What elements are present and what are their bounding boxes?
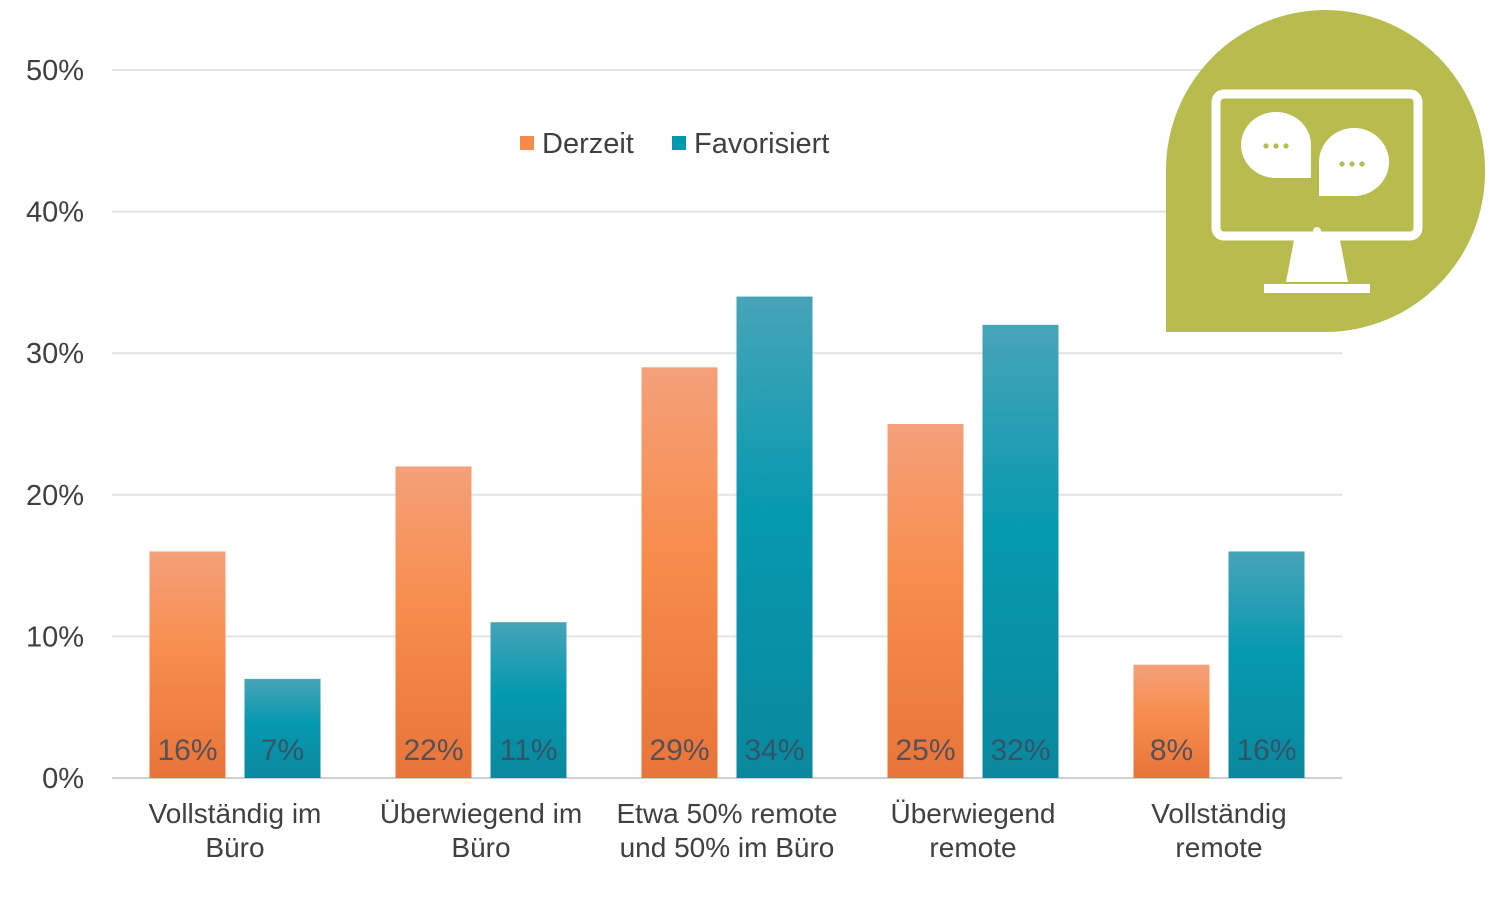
category-label: Überwiegend im bbox=[380, 798, 582, 829]
category-label: Vollständig im bbox=[149, 798, 322, 829]
bar-favorisiert-5 bbox=[1228, 551, 1305, 778]
data-label: 16% bbox=[157, 734, 217, 767]
y-tick-label: 40% bbox=[26, 197, 84, 229]
category-label: Büro bbox=[205, 832, 264, 863]
y-tick-label: 0% bbox=[42, 763, 84, 795]
data-label: 34% bbox=[744, 734, 804, 767]
category-label: remote bbox=[929, 832, 1016, 863]
bar-favorisiert-1 bbox=[244, 678, 321, 778]
legend-label-favorisiert: Favorisiert bbox=[694, 128, 829, 160]
data-label: 8% bbox=[1150, 734, 1193, 767]
category-label: remote bbox=[1175, 832, 1262, 863]
bar-favorisiert-3 bbox=[736, 296, 813, 778]
category-label: und 50% im Büro bbox=[620, 832, 835, 863]
category-label: Vollständig bbox=[1151, 798, 1286, 829]
bar-favorisiert-4 bbox=[982, 324, 1059, 778]
y-tick-label: 30% bbox=[26, 338, 84, 370]
data-labels: 16% 7% 22% 11% 29% 34% 25% 32% 8% 16% bbox=[157, 734, 1296, 767]
monitor-power-dot bbox=[1313, 227, 1321, 235]
bar-derzeit-2 bbox=[395, 466, 472, 778]
y-tick-label: 50% bbox=[26, 55, 84, 87]
data-label: 7% bbox=[261, 734, 304, 767]
data-label: 22% bbox=[403, 734, 463, 767]
y-tick-label: 20% bbox=[26, 480, 84, 512]
legend: Derzeit Favorisiert bbox=[520, 128, 829, 160]
category-label: Etwa 50% remote bbox=[617, 798, 838, 829]
data-label: 25% bbox=[895, 734, 955, 767]
monitor-stand bbox=[1286, 240, 1348, 282]
monitor-chat-icon bbox=[1166, 10, 1486, 332]
legend-swatch-favorisiert bbox=[672, 136, 686, 150]
data-label: 11% bbox=[500, 734, 558, 767]
data-label: 32% bbox=[990, 734, 1050, 767]
bar-derzeit-5 bbox=[1133, 664, 1210, 778]
chat-bubble-right-icon bbox=[1319, 128, 1389, 196]
monitor-screen bbox=[1211, 89, 1423, 241]
bar-derzeit-4 bbox=[887, 424, 964, 778]
bars bbox=[149, 296, 1305, 778]
bar-favorisiert-2 bbox=[490, 622, 567, 778]
legend-swatch-derzeit bbox=[520, 136, 534, 150]
category-label: Büro bbox=[451, 832, 510, 863]
data-label: 16% bbox=[1236, 734, 1296, 767]
y-tick-label: 10% bbox=[26, 621, 84, 653]
monitor-base bbox=[1264, 284, 1370, 293]
y-axis-tick-labels: 0% 10% 20% 30% 40% 50% bbox=[26, 55, 84, 795]
bar-derzeit-3 bbox=[641, 367, 718, 778]
data-label: 29% bbox=[649, 734, 709, 767]
legend-label-derzeit: Derzeit bbox=[542, 128, 634, 160]
category-label: Überwiegend bbox=[891, 798, 1056, 829]
bar-derzeit-1 bbox=[149, 551, 226, 778]
